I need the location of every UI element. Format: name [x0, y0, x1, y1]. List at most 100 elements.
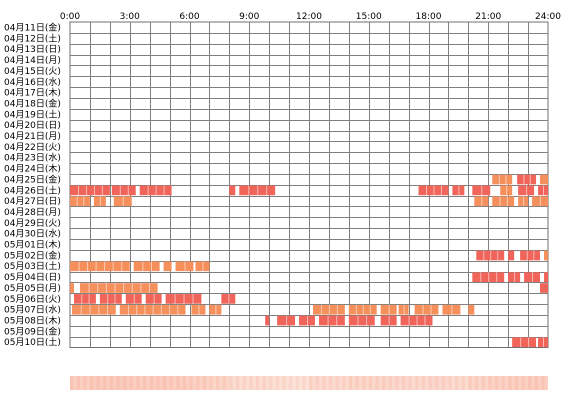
summary-segment — [292, 376, 296, 390]
bar-stripe — [355, 304, 357, 315]
bar-stripe — [105, 283, 107, 293]
hour-tick-label: 9:00 — [239, 12, 259, 22]
summary-segment — [139, 376, 144, 390]
date-label: 04月21日(月) — [4, 131, 61, 142]
bar-stripe — [114, 294, 116, 304]
summary-segment — [136, 376, 140, 390]
summary-segment — [312, 376, 316, 390]
bar-stripe — [140, 283, 142, 293]
bar-stripe — [177, 304, 179, 315]
summary-segment — [368, 376, 373, 390]
summary-segment — [116, 376, 120, 390]
bar-stripe — [506, 185, 508, 196]
bar-stripe — [362, 304, 364, 315]
summary-segment — [518, 376, 522, 390]
summary-segment — [401, 376, 406, 390]
activity-bar — [99, 294, 122, 304]
summary-segment — [468, 376, 472, 390]
summary-segment — [119, 376, 124, 390]
bar-stripe — [147, 185, 149, 196]
activity-bar — [318, 315, 345, 326]
date-label: 05月03日(土) — [4, 260, 61, 272]
bar-stripe — [481, 185, 483, 196]
bar-stripe — [328, 304, 330, 315]
summary-segment — [494, 376, 499, 390]
bar-stripe — [122, 196, 124, 207]
bar-stripe — [540, 196, 542, 207]
bar-stripe — [155, 185, 157, 196]
summary-segment — [332, 376, 336, 390]
summary-segment — [328, 376, 333, 390]
bar-stripe — [81, 294, 83, 304]
activity-bar — [70, 261, 130, 272]
hour-axis-labels: 0:00 3:00 6:00 9:00 12:00 15:00 18:00 21:00 24:0… — [60, 12, 561, 22]
bar-stripe — [88, 294, 90, 304]
bar-stripe — [514, 272, 516, 282]
summary-segment — [484, 376, 489, 390]
summary-segment — [219, 376, 223, 390]
summary-segment — [109, 376, 114, 390]
date-label: 04月30日(水) — [4, 228, 61, 240]
date-label: 05月02日(金) — [4, 249, 61, 261]
bar-stripe — [183, 294, 185, 304]
summary-segment — [186, 376, 190, 390]
bar-stripe — [286, 315, 288, 326]
bar-stripe — [424, 315, 426, 326]
bar-stripe — [257, 185, 259, 196]
date-label: 04月28日(月) — [4, 207, 61, 218]
bar-stripe — [114, 283, 116, 293]
activity-bar — [492, 174, 513, 185]
activity-bar — [70, 196, 90, 207]
summary-segment — [348, 376, 353, 390]
chart-grid — [69, 21, 549, 348]
bar-stripe — [498, 174, 500, 185]
summary-segment — [544, 376, 548, 390]
summary-segment — [365, 376, 369, 390]
summary-segment — [345, 376, 349, 390]
date-label: 04月26日(土) — [4, 184, 61, 196]
summary-segment — [206, 376, 210, 390]
summary-segment — [474, 376, 479, 390]
summary-segment — [242, 376, 246, 390]
summary-segment — [352, 376, 356, 390]
summary-segment — [235, 376, 240, 390]
summary-segment — [83, 376, 87, 390]
summary-segment — [262, 376, 266, 390]
bar-stripe — [403, 304, 405, 315]
bar-stripe — [83, 196, 85, 207]
summary-segment — [79, 376, 84, 390]
bar-stripe — [192, 294, 194, 304]
date-label: 05月09日(金) — [4, 325, 61, 337]
activity-bar — [414, 304, 439, 315]
bar-stripe — [526, 185, 528, 196]
bar-stripe — [144, 304, 146, 315]
activity-bar — [544, 272, 548, 282]
summary-segment — [192, 376, 197, 390]
date-label: 05月07日(水) — [4, 304, 61, 316]
bar-stripe — [433, 185, 435, 196]
bar-stripe — [78, 261, 80, 272]
bar-stripe — [523, 174, 525, 185]
activity-bar — [540, 174, 548, 185]
bar-stripe — [266, 185, 268, 196]
summary-segment — [126, 376, 130, 390]
summary-segment — [395, 376, 399, 390]
activity-bar — [111, 185, 136, 196]
summary-segment — [129, 376, 134, 390]
bar-stripe — [104, 261, 106, 272]
bar-stripe — [408, 315, 410, 326]
summary-segment — [325, 376, 329, 390]
bar-stripe — [369, 304, 371, 315]
summary-segment — [431, 376, 436, 390]
bar-stripe — [430, 304, 432, 315]
bar-stripe — [152, 304, 154, 315]
bar-stripe — [228, 294, 230, 304]
bar-stripe — [497, 250, 499, 261]
summary-segment — [421, 376, 426, 390]
summary-background — [70, 376, 548, 390]
bar-stripe — [121, 261, 123, 272]
date-label: 04月29日(火) — [4, 218, 61, 229]
bar-stripe — [215, 304, 217, 315]
bar-stripe — [336, 315, 338, 326]
